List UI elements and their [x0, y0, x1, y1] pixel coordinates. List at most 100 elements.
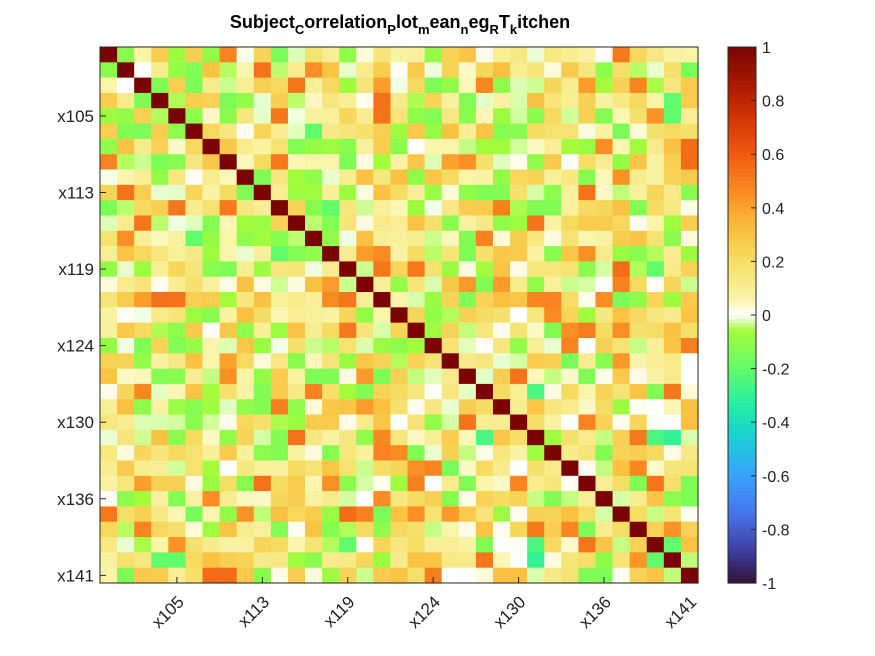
colorbar-segment	[728, 172, 756, 178]
heatmap-cell	[253, 429, 272, 446]
heatmap-cell	[253, 154, 272, 171]
heatmap-cell	[680, 368, 699, 385]
colorbar-segment	[728, 227, 756, 232]
colorbar-tick-label: -0.8	[762, 522, 790, 539]
colorbar-segment	[728, 256, 756, 262]
heatmap-cell	[458, 521, 477, 538]
heatmap-cell	[253, 62, 272, 79]
colorbar-segment	[728, 382, 756, 387]
heatmap-cell	[680, 230, 699, 247]
colorbar-segment	[728, 444, 756, 450]
heatmap-cell	[253, 307, 272, 324]
heatmap-cell	[185, 169, 204, 186]
heatmap-cell	[185, 123, 204, 140]
heatmap-cell	[629, 322, 648, 339]
heatmap-cell	[527, 567, 545, 584]
heatmap-cell	[202, 47, 221, 63]
heatmap-cell	[561, 276, 579, 293]
heatmap-cell	[356, 475, 374, 492]
heatmap-cell	[629, 169, 648, 186]
heatmap-cell	[595, 230, 614, 247]
heatmap-cell	[202, 537, 221, 553]
heatmap-cell	[663, 92, 682, 109]
heatmap-cell	[458, 230, 477, 247]
heatmap-cell	[202, 77, 221, 94]
heatmap-cell	[151, 307, 169, 324]
heatmap-cell	[219, 399, 238, 416]
heatmap-cell	[646, 292, 665, 308]
heatmap-cell	[680, 537, 699, 553]
colorbar-segment	[728, 331, 756, 337]
heatmap-cell	[202, 230, 221, 247]
heatmap-cell	[100, 184, 118, 201]
title-part: m	[418, 22, 430, 37]
heatmap-cell	[339, 276, 357, 293]
heatmap-cell	[373, 108, 392, 125]
heatmap-cell	[407, 399, 426, 416]
heatmap-cell	[646, 62, 665, 79]
heatmap-cell	[578, 292, 597, 308]
heatmap-cell	[407, 138, 426, 155]
heatmap-cell	[322, 230, 340, 247]
heatmap-cell	[305, 445, 323, 462]
heatmap-cell	[305, 383, 323, 400]
heatmap-cell	[100, 567, 118, 584]
heatmap-cell	[185, 47, 204, 63]
heatmap-cell	[680, 108, 699, 125]
colorbar-segment	[728, 289, 756, 295]
heatmap-cell	[339, 414, 357, 431]
heatmap-cell	[322, 292, 340, 308]
heatmap-cell	[578, 169, 597, 186]
heatmap-cell	[339, 77, 357, 94]
colorbar-segment	[728, 511, 756, 517]
colorbar-segment	[728, 549, 756, 555]
heatmap-cell	[202, 491, 221, 508]
heatmap-cell	[544, 62, 562, 79]
heatmap-cell	[117, 429, 135, 446]
heatmap-cell	[629, 337, 648, 354]
heatmap-cell	[151, 62, 169, 79]
heatmap-cell	[407, 47, 426, 63]
heatmap-cell	[202, 62, 221, 79]
heatmap-cell	[236, 475, 255, 492]
heatmap-cell	[356, 567, 374, 584]
heatmap-cell	[561, 307, 579, 324]
heatmap-cell	[339, 399, 357, 416]
heatmap-cell	[663, 521, 682, 538]
heatmap-cell	[407, 169, 426, 186]
heatmap-cell	[185, 567, 204, 584]
heatmap-cell	[100, 108, 118, 125]
heatmap-cell	[510, 215, 528, 232]
heatmap-cell	[117, 475, 135, 492]
heatmap-cell	[185, 337, 204, 354]
heatmap-cell	[287, 138, 306, 155]
heatmap-cell	[629, 567, 648, 584]
heatmap-cell	[185, 460, 204, 477]
heatmap-cell	[117, 506, 135, 523]
heatmap-cell	[168, 200, 187, 217]
heatmap-cell	[595, 506, 614, 523]
heatmap-cell	[373, 475, 392, 492]
heatmap-cell	[544, 77, 562, 94]
heatmap-cell	[356, 261, 374, 278]
heatmap-cell	[253, 322, 272, 339]
heatmap-cell	[236, 429, 255, 446]
colorbar-segment	[728, 574, 756, 580]
heatmap-cell	[117, 184, 135, 201]
heatmap-cell	[390, 460, 409, 477]
colorbar-segment	[728, 67, 756, 73]
heatmap-cell	[595, 414, 614, 431]
heatmap-cell	[322, 154, 340, 171]
colorbar-segment	[728, 76, 756, 82]
heatmap-cell	[424, 292, 443, 308]
heatmap-cell	[492, 292, 511, 308]
heatmap-cell	[561, 261, 579, 278]
heatmap-cell	[270, 337, 289, 354]
heatmap-cell	[373, 552, 392, 569]
heatmap-cell	[629, 200, 648, 217]
heatmap-cell	[561, 521, 579, 538]
heatmap-cell	[287, 567, 306, 584]
heatmap-cell	[151, 200, 169, 217]
heatmap-cell	[253, 368, 272, 385]
heatmap-cell	[510, 246, 528, 262]
